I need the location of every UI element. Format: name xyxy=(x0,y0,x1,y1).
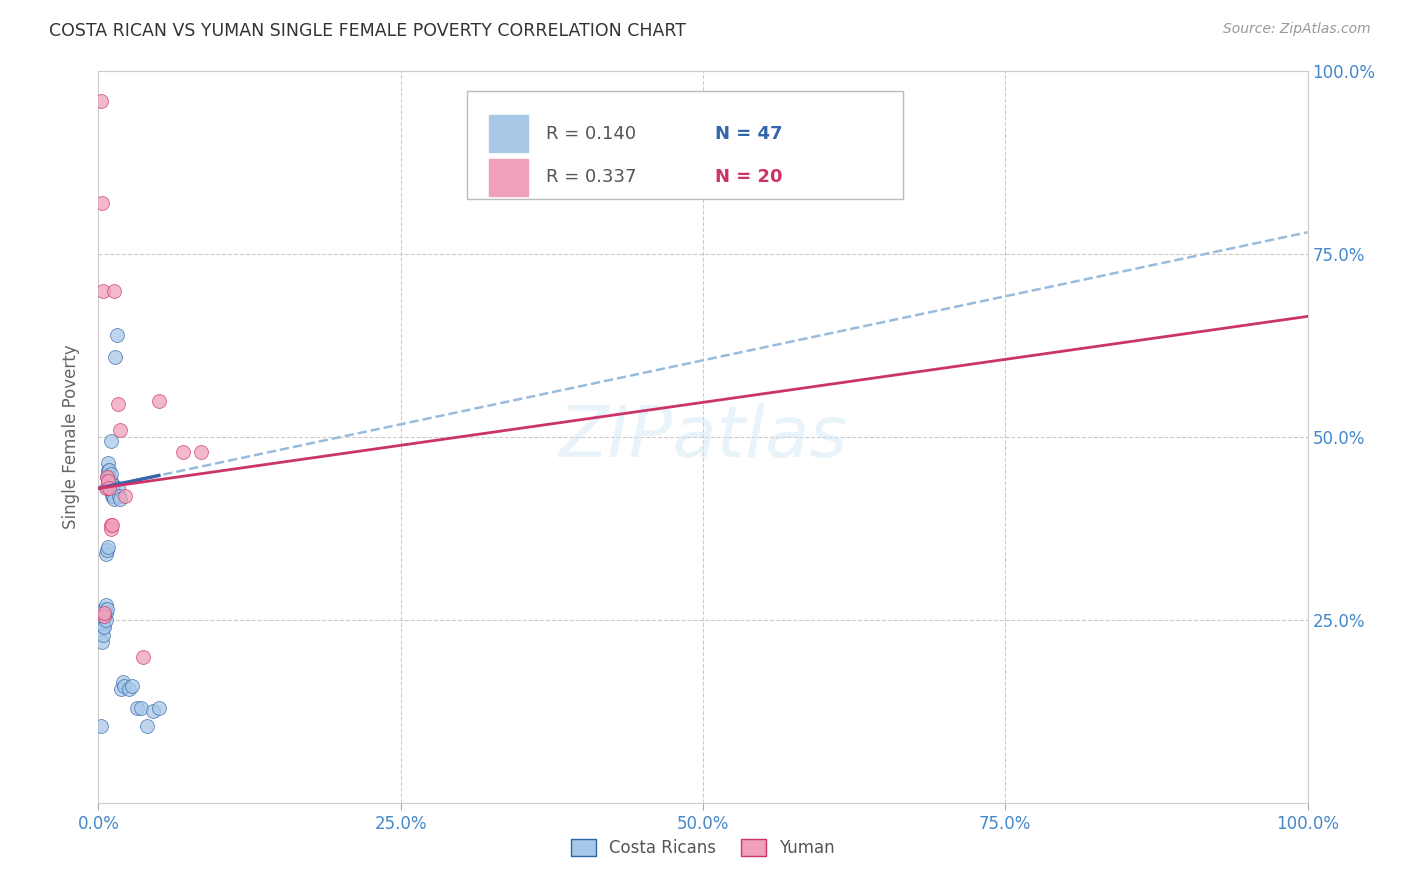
Point xyxy=(190,444,212,458)
Point xyxy=(103,492,125,507)
Point xyxy=(100,521,122,535)
Point xyxy=(97,474,120,488)
Text: N = 20: N = 20 xyxy=(716,169,783,186)
Point xyxy=(98,470,121,484)
Point xyxy=(98,463,121,477)
Point xyxy=(121,679,143,693)
Point xyxy=(107,397,129,411)
Point xyxy=(91,613,114,627)
Point xyxy=(90,719,112,733)
Point xyxy=(101,489,124,503)
Point xyxy=(148,700,170,714)
Point xyxy=(105,327,128,342)
Text: N = 47: N = 47 xyxy=(716,125,783,143)
Point xyxy=(93,609,115,624)
Text: R = 0.140: R = 0.140 xyxy=(546,125,636,143)
Point xyxy=(96,543,118,558)
Point xyxy=(107,481,129,495)
Text: COSTA RICAN VS YUMAN SINGLE FEMALE POVERTY CORRELATION CHART: COSTA RICAN VS YUMAN SINGLE FEMALE POVER… xyxy=(49,22,686,40)
Point xyxy=(94,481,117,495)
Point xyxy=(90,94,112,108)
Point xyxy=(96,470,118,484)
Point xyxy=(91,196,114,211)
Point xyxy=(108,492,131,507)
Y-axis label: Single Female Poverty: Single Female Poverty xyxy=(62,345,80,529)
Point xyxy=(97,540,120,554)
Point xyxy=(114,489,136,503)
Point xyxy=(91,635,114,649)
Point xyxy=(94,547,117,561)
Point xyxy=(98,481,121,495)
Point xyxy=(100,489,122,503)
Bar xyxy=(489,115,527,152)
Point xyxy=(103,284,125,298)
Point xyxy=(148,393,170,408)
Point xyxy=(172,444,194,458)
Point xyxy=(112,679,135,693)
Point xyxy=(94,606,117,620)
Point xyxy=(96,602,118,616)
Point xyxy=(98,474,121,488)
FancyBboxPatch shape xyxy=(467,91,903,200)
Point xyxy=(111,675,134,690)
Text: Source: ZipAtlas.com: Source: ZipAtlas.com xyxy=(1223,22,1371,37)
Point xyxy=(93,620,115,634)
Point xyxy=(96,470,118,484)
Point xyxy=(142,705,165,719)
Point xyxy=(93,609,115,624)
Point xyxy=(91,620,114,634)
Point xyxy=(97,467,120,481)
Bar xyxy=(489,159,527,195)
Text: R = 0.337: R = 0.337 xyxy=(546,169,637,186)
Point xyxy=(110,682,132,697)
Point xyxy=(118,682,141,697)
Text: ZIPatlas: ZIPatlas xyxy=(558,402,848,472)
Point xyxy=(93,602,115,616)
Point xyxy=(100,434,122,448)
Point xyxy=(91,627,114,641)
Point xyxy=(97,463,120,477)
Point xyxy=(135,719,157,733)
Point xyxy=(94,599,117,613)
Point xyxy=(100,517,122,532)
Point xyxy=(129,700,152,714)
Point xyxy=(91,284,114,298)
Point xyxy=(101,477,124,491)
Point xyxy=(100,481,122,495)
Point xyxy=(97,456,120,470)
Point xyxy=(108,423,131,437)
Point xyxy=(100,474,122,488)
Legend: Costa Ricans, Yuman: Costa Ricans, Yuman xyxy=(564,832,842,864)
Point xyxy=(127,700,149,714)
Point xyxy=(104,350,127,364)
Point xyxy=(96,481,118,495)
Point xyxy=(93,606,115,620)
Point xyxy=(100,517,122,532)
Point xyxy=(91,616,114,631)
Point xyxy=(108,489,131,503)
Point xyxy=(100,467,122,481)
Point xyxy=(132,649,155,664)
Point xyxy=(94,613,117,627)
